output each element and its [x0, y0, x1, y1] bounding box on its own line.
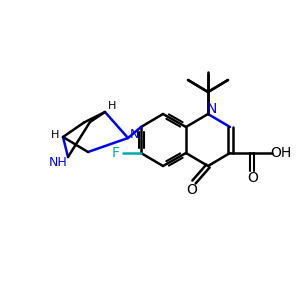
Text: OH: OH [270, 146, 292, 160]
Text: H: H [51, 130, 59, 140]
Text: O: O [248, 171, 258, 185]
Text: N: N [129, 128, 139, 140]
Text: F: F [112, 146, 120, 160]
Text: O: O [187, 183, 197, 197]
Text: N: N [207, 102, 217, 116]
Text: NH: NH [49, 155, 68, 169]
Text: H: H [108, 101, 116, 111]
